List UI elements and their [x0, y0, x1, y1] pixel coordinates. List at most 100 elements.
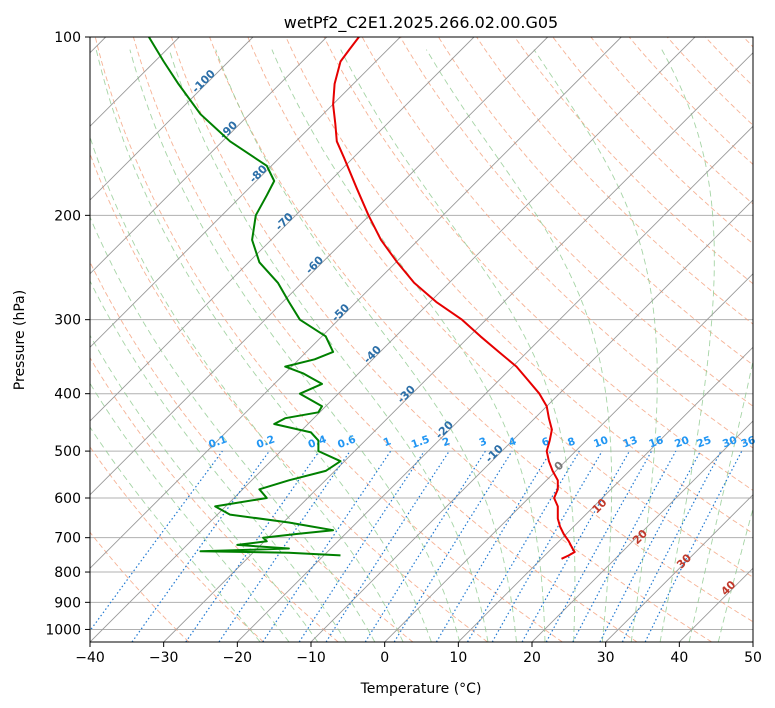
moist-adiabat-line: [90, 216, 376, 642]
dry-adiabat-line: [399, 37, 753, 407]
plot-area: [90, 37, 753, 642]
sounding-series: [148, 37, 576, 560]
y-axis-label: Pressure (hPa): [12, 290, 28, 390]
dry-adiabat-line: [514, 37, 753, 285]
isotherm-line: [457, 346, 753, 642]
mixing-ratio-label: 0.4: [307, 433, 329, 451]
y-tick-label: 1000: [45, 622, 81, 638]
isotherm-line: [90, 37, 254, 201]
moist-adiabat-line: [95, 49, 432, 642]
y-tick-label: 600: [54, 491, 81, 507]
mixing-ratio-label: 13: [621, 434, 639, 450]
y-tick-label: 300: [54, 313, 81, 329]
moist-adiabat-line: [426, 49, 613, 642]
mixing-ratio-label: 0.6: [336, 433, 358, 451]
mixing-ratio-line: [185, 450, 320, 642]
x-axis: −40 −30 −20 −10 0 10 20 30 40 50: [75, 642, 762, 666]
mixing-ratio-label: 30: [721, 434, 739, 450]
y-tick-label: 100: [54, 30, 81, 46]
moist-adiabat-line: [533, 49, 658, 642]
isotherm-line: [90, 37, 401, 348]
dry-adiabat-line: [90, 356, 339, 642]
x-tick-label: −40: [75, 650, 105, 666]
mixing-ratio-label: 25: [695, 434, 713, 450]
mixing-ratio-lines: [90, 450, 743, 642]
moist-adiabat-line: [688, 359, 753, 642]
dry-adiabat-line: [94, 37, 563, 642]
isotherm-line: [90, 37, 696, 642]
mixing-ratio-label: 10: [592, 434, 610, 450]
mixing-ratio-line: [572, 450, 677, 642]
chart-title: wetPf2_C2E1.2025.266.02.00.G05: [284, 13, 558, 33]
mixing-ratio-line: [298, 450, 425, 642]
y-tick-label: 200: [54, 208, 81, 224]
moist-adiabat-line: [168, 49, 489, 642]
isotherm-line: [310, 199, 753, 642]
y-tick-label: 400: [54, 387, 81, 403]
y-tick-label: 500: [54, 444, 81, 460]
mixing-ratio-label: 2: [441, 435, 452, 449]
dry-adiabat-line: [90, 446, 264, 642]
moist-adiabat-line: [659, 49, 715, 642]
isotherm-line: [90, 37, 549, 496]
dry-adiabat-line: [132, 37, 638, 642]
x-tick-label: −10: [296, 650, 326, 666]
dry-adiabat-line: [438, 37, 753, 366]
mixing-ratio-label: 3: [478, 435, 489, 449]
mixing-ratio-label: 8: [566, 435, 577, 449]
mixing-ratio-label: 4: [507, 435, 518, 449]
dry-adiabat-line: [209, 37, 753, 623]
isotherm-line: [90, 37, 622, 569]
dry-adiabat-line: [90, 152, 488, 642]
isotherm-line: [531, 420, 753, 642]
mixing-ratio-label: 0.2: [255, 433, 277, 451]
moist-adiabat-line: [90, 279, 347, 642]
plot-background: [90, 37, 753, 642]
moist-adiabat-line: [90, 334, 319, 642]
x-tick-label: −20: [223, 650, 253, 666]
mixing-ratio-line: [218, 450, 351, 642]
isotherm-line: [236, 125, 753, 642]
isotherm-line: [752, 641, 753, 642]
isotherm-line: [90, 37, 475, 422]
x-tick-label: 10: [449, 650, 467, 666]
mixing-ratio-line: [545, 450, 653, 642]
dry-adiabat-line: [323, 37, 753, 491]
moist-adiabat-line: [90, 426, 261, 642]
isotherm-line: [605, 494, 753, 642]
mixing-ratio-line: [90, 450, 223, 632]
mixing-ratio-line: [521, 450, 631, 642]
mixing-ratio-label: 0.1: [207, 433, 229, 451]
dry-adiabat-line: [247, 37, 753, 578]
x-tick-label: 50: [744, 650, 762, 666]
dry-adiabat-line: [285, 37, 753, 535]
x-tick-label: 0: [380, 650, 389, 666]
dry-adiabat-line: [361, 37, 753, 449]
mixing-ratio-label: 16: [647, 434, 665, 450]
isotherms: [90, 37, 753, 642]
mixing-ratio-label: 1.5: [410, 433, 432, 451]
y-axis: 100 200 300 400 500 600 700 800 900 1000: [45, 30, 90, 638]
grid-lines: [90, 37, 753, 630]
moist-adiabat-line: [271, 49, 546, 642]
x-tick-label: 30: [597, 650, 615, 666]
x-tick-label: −30: [149, 650, 179, 666]
mixing-ratio-line: [262, 450, 392, 642]
mixing-ratio-line: [644, 450, 743, 642]
mixing-ratio-line: [325, 450, 450, 642]
mixing-ratio-label: 20: [673, 434, 691, 450]
dewpoint-line: [148, 37, 342, 557]
y-tick-label: 800: [54, 565, 81, 581]
mixing-ratio-line: [393, 450, 513, 642]
plot-frame: [89, 36, 754, 643]
y-tick-label: 900: [54, 595, 81, 611]
dry-adiabat-line: [171, 37, 712, 642]
x-tick-label: 40: [670, 650, 688, 666]
dry-adiabat-line: [90, 531, 190, 642]
isotherm-line: [384, 273, 753, 642]
mixing-ratio-label: 6: [540, 435, 551, 449]
mixing-ratio-label: 1: [382, 435, 393, 449]
x-axis-label: Temperature (°C): [360, 681, 482, 697]
moist-adiabat-line: [215, 49, 517, 642]
